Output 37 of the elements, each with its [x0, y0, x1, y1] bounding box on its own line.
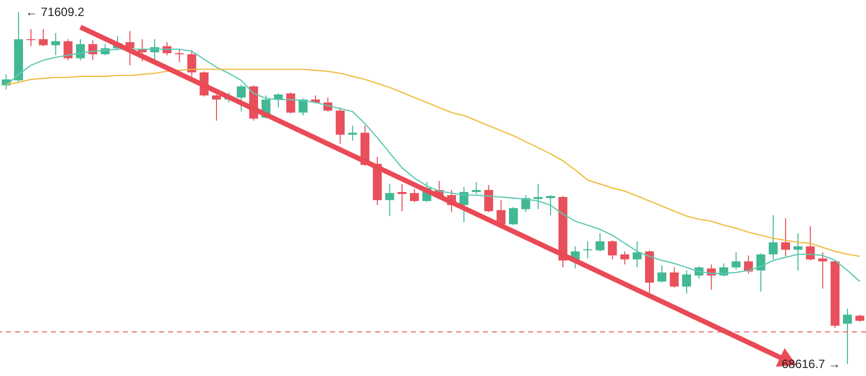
candlestick — [212, 94, 221, 122]
candlestick — [756, 252, 766, 292]
candlestick — [348, 125, 358, 142]
candlestick — [583, 240, 592, 259]
candlestick — [534, 183, 543, 210]
candlestick — [51, 32, 60, 56]
candlestick — [174, 48, 184, 63]
candlestick — [508, 206, 518, 226]
candlestick — [410, 188, 419, 203]
candlestick — [546, 194, 555, 216]
candlestick — [298, 98, 308, 116]
candlestick — [236, 84, 246, 112]
candlestick — [125, 30, 134, 66]
candlestick — [670, 266, 679, 288]
candlestick — [38, 28, 48, 47]
candlestick — [768, 214, 778, 260]
candlestick — [596, 232, 604, 252]
candlestick — [459, 186, 468, 223]
candlestick — [842, 308, 852, 364]
candlestick — [806, 226, 815, 261]
candlestick — [781, 218, 790, 257]
candlestick — [818, 252, 828, 290]
candlestick — [608, 240, 617, 260]
annotation: ← 71609.2 — [26, 5, 85, 19]
candlestick — [620, 250, 630, 265]
candlestick — [64, 38, 72, 61]
candlestick — [682, 270, 692, 294]
candlestick — [26, 28, 36, 47]
candlestick — [657, 264, 666, 284]
candlestick — [732, 252, 741, 270]
candlestick — [472, 181, 481, 194]
candlestick — [76, 38, 85, 61]
candlestick — [484, 184, 494, 213]
annotation: 68616.7 → — [782, 357, 840, 371]
candlestick — [385, 183, 394, 217]
candlestick — [632, 240, 642, 268]
candlestick — [398, 183, 407, 212]
